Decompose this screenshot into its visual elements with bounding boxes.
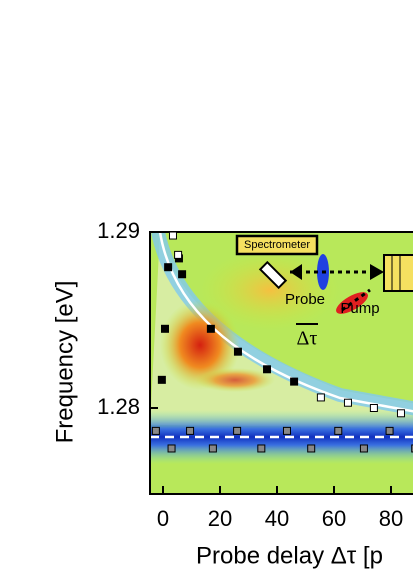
point — [164, 263, 173, 272]
x-tick-label: 0 — [157, 506, 169, 531]
point — [359, 444, 368, 453]
inset-diagram: Spectrometer Probe Pump Δτ — [235, 234, 413, 350]
point — [174, 250, 183, 259]
point — [233, 347, 242, 356]
point — [208, 444, 217, 453]
y-axis-label: Frequency [eV] — [51, 281, 78, 444]
point — [233, 426, 242, 435]
x-tick-label: 40 — [265, 506, 289, 531]
y-tick-label: 1.29 — [97, 218, 140, 243]
point — [343, 398, 352, 407]
point — [307, 444, 316, 453]
point — [263, 365, 272, 374]
point — [282, 426, 291, 435]
point — [411, 444, 413, 453]
point — [206, 324, 215, 333]
y-tick-label: 1.28 — [97, 394, 140, 419]
point — [290, 377, 299, 386]
point — [167, 444, 176, 453]
point — [157, 375, 166, 384]
point — [151, 426, 160, 435]
point — [178, 270, 187, 279]
point — [334, 426, 343, 435]
inset-label: Δτ — [297, 328, 318, 350]
point — [316, 393, 325, 402]
plot-frame — [149, 231, 413, 495]
point — [369, 404, 378, 412]
x-tick-label: 80 — [379, 506, 403, 531]
x-tick-label: 20 — [208, 506, 232, 531]
point — [168, 232, 177, 240]
point — [186, 426, 195, 435]
x-tick-label: 60 — [322, 506, 346, 531]
inset-label: Spectrometer — [244, 239, 310, 251]
point — [396, 409, 405, 418]
x-axis-label: Probe delay Δτ [p — [196, 542, 383, 569]
inset-label: Probe — [285, 291, 325, 308]
point — [257, 444, 266, 453]
point — [160, 324, 169, 333]
point — [385, 426, 394, 435]
inset-label: Pump — [340, 300, 379, 317]
